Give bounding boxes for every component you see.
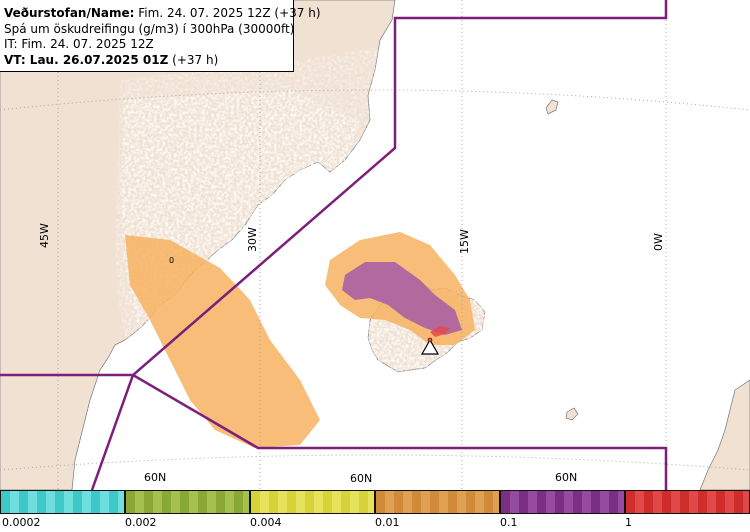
info-line-1-value: Fim. 24. 07. 2025 12Z (+37 h) xyxy=(138,6,321,20)
legend-swatch-5 xyxy=(500,490,625,514)
legend-label-3: 0.004 xyxy=(250,516,282,529)
lon-label-15w: 15W xyxy=(458,229,471,254)
info-line-3: IT: Fim. 24. 07. 2025 12Z xyxy=(4,37,154,51)
graticule xyxy=(0,0,750,490)
lon-label-45w: 45W xyxy=(38,223,51,248)
lon-label-0w: 0W xyxy=(652,233,665,251)
legend-tick-labels: 0.0002 0.002 0.004 0.01 0.1 1 xyxy=(0,516,750,532)
legend-swatch-3 xyxy=(250,490,375,514)
info-line-4-label: VT: Lau. 26.07.2025 01Z xyxy=(4,52,169,67)
legend-label-1: 0.0002 xyxy=(2,516,41,529)
lat-label-2: 60N xyxy=(350,472,372,485)
fir-boundary-west xyxy=(0,373,135,490)
info-line-2: Spá um öskudreifingu (g/m3) í 300hPa (30… xyxy=(4,21,295,36)
ash-level-red xyxy=(430,326,450,337)
info-line-1-label: Veðurstofan/Name: xyxy=(4,6,135,20)
lat-label-1: 60N xyxy=(144,471,166,484)
jan-mayen-island xyxy=(545,99,559,115)
lon-label-30w: 30W xyxy=(246,227,259,252)
lat-label-3: 60N xyxy=(555,471,577,484)
fir-boundary xyxy=(130,0,668,490)
legend-label-6: 1 xyxy=(625,516,632,529)
contour-label: 0 xyxy=(169,256,174,265)
norway-coast xyxy=(699,379,750,490)
volcano-triangle-icon[interactable] xyxy=(420,337,440,355)
legend-swatch-4 xyxy=(375,490,500,514)
legend-label-5: 0.1 xyxy=(500,516,518,529)
faroe-islands xyxy=(565,407,579,421)
ash-level-purple xyxy=(342,262,462,335)
info-line-4: VT: Lau. 26.07.2025 01Z (+37 h) xyxy=(4,53,289,69)
ash-plume xyxy=(115,40,500,470)
legend-label-4: 0.01 xyxy=(375,516,400,529)
legend-swatch-2 xyxy=(125,490,250,514)
info-line-4-value: (+37 h) xyxy=(172,52,219,67)
ash-dispersion-map[interactable]: 45W 30W 15W 0W 60N 60N 60N 0 xyxy=(0,0,750,490)
concentration-legend xyxy=(0,490,750,516)
legend-swatch-1 xyxy=(0,490,125,514)
forecast-info-box: Veðurstofan/Name: Fim. 24. 07. 2025 12Z … xyxy=(0,0,321,72)
legend-swatch-6 xyxy=(625,490,750,514)
info-line-1: Veðurstofan/Name: Fim. 24. 07. 2025 12Z … xyxy=(4,6,321,22)
legend-label-2: 0.002 xyxy=(125,516,157,529)
